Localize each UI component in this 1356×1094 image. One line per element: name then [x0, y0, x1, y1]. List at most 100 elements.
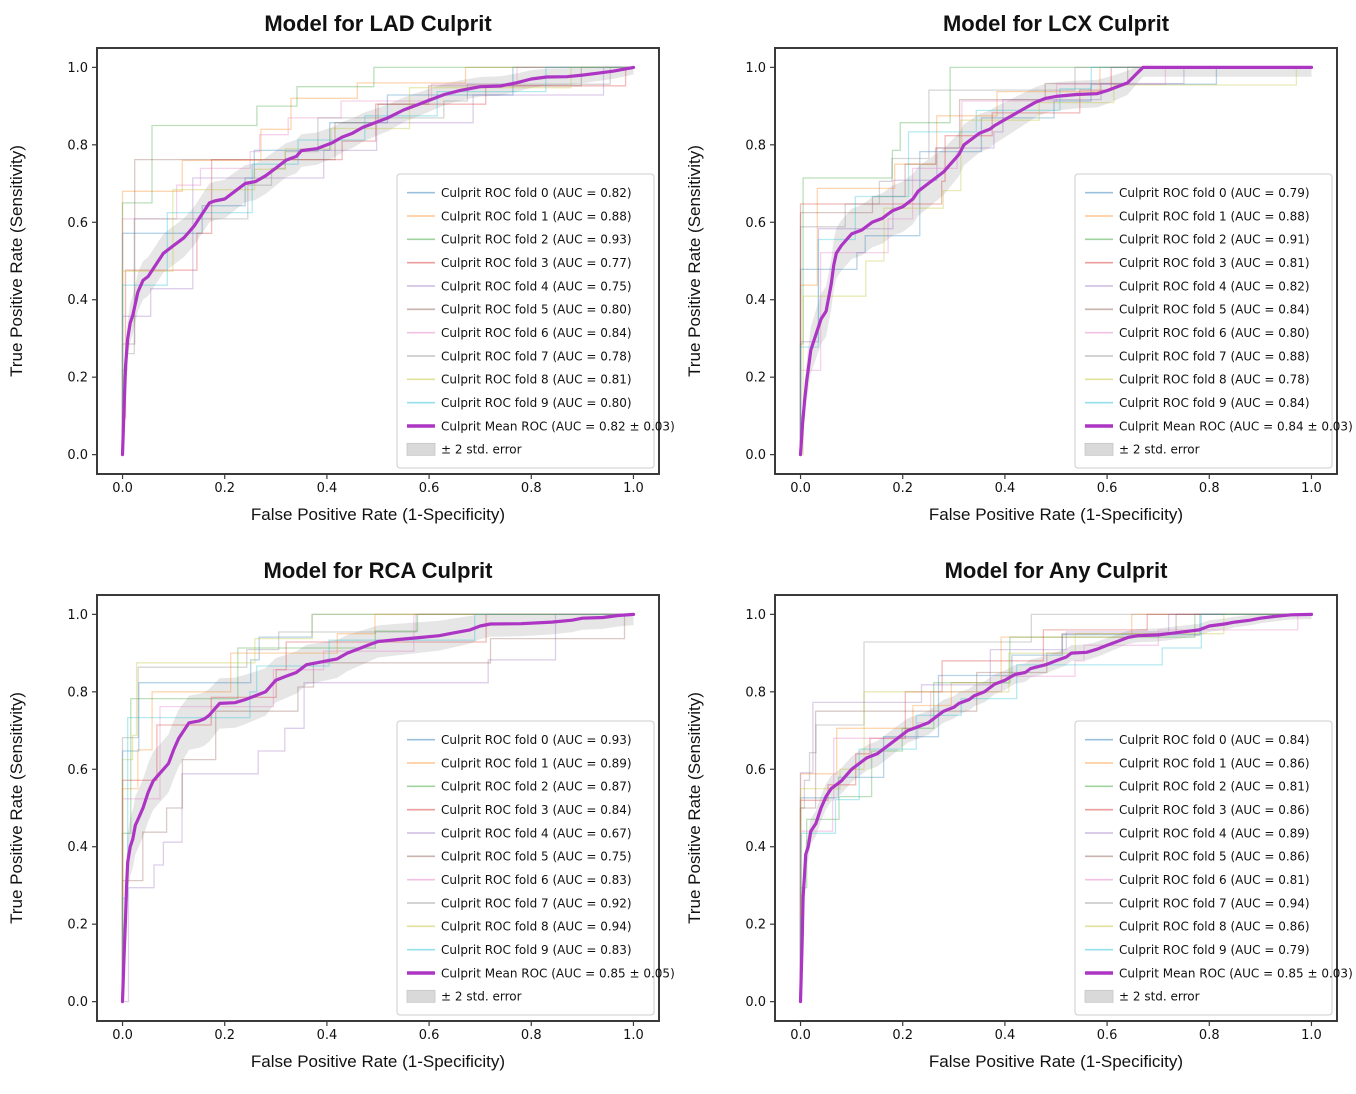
legend: Culprit ROC fold 0 (AUC = 0.82) Culprit R…	[396, 173, 675, 469]
x-axis-tick-label: 0.6	[1097, 1028, 1118, 1043]
legend-entry: Culprit ROC fold 9 (AUC = 0.79)	[1085, 943, 1310, 957]
fold-roc-curve-7	[799, 613, 1312, 1002]
y-axis-tick-label: 0.6	[745, 216, 766, 231]
legend-fold-label: Culprit ROC fold 2 (AUC = 0.81)	[1119, 780, 1310, 794]
fold-roc-curve-0	[799, 613, 1312, 1002]
legend-entry: Culprit ROC fold 1 (AUC = 0.89)	[407, 756, 632, 770]
legend-entry: Culprit Mean ROC (AUC = 0.84 ± 0.03)	[1085, 419, 1353, 433]
legend-band-label: ± 2 std. error	[1119, 443, 1200, 457]
legend-fold-label: Culprit ROC fold 7 (AUC = 0.78)	[441, 349, 632, 363]
fold-roc-curve-4	[121, 66, 634, 455]
legend-fold-label: Culprit ROC fold 6 (AUC = 0.84)	[441, 326, 632, 340]
x-axis-tick-label: 0.0	[790, 481, 811, 496]
legend-fold-label: Culprit ROC fold 3 (AUC = 0.84)	[441, 803, 632, 817]
y-axis-tick-label: 0.6	[67, 763, 88, 778]
legend-fold-label: Culprit ROC fold 1 (AUC = 0.88)	[1119, 209, 1310, 223]
legend-band-swatch	[1084, 989, 1114, 1003]
legend-entry: Culprit ROC fold 4 (AUC = 0.75)	[407, 279, 632, 293]
legend-box	[1074, 173, 1333, 469]
legend-entry: Culprit ROC fold 2 (AUC = 0.81)	[1085, 780, 1310, 794]
x-axis-label: False Positive Rate (1-Specificity)	[251, 505, 505, 524]
x-axis-tick-label: 0.4	[995, 1028, 1016, 1043]
legend-entry: Culprit ROC fold 1 (AUC = 0.86)	[1085, 756, 1310, 770]
mean-roc-curve	[798, 65, 1314, 457]
y-axis-tick-label: 1.0	[67, 608, 88, 623]
x-axis-tick-label: 1.0	[1301, 481, 1322, 496]
x-axis-tick-label: 0.4	[995, 481, 1016, 496]
fold-roc-curve-9	[121, 613, 634, 1002]
legend-entry: Culprit ROC fold 0 (AUC = 0.79)	[1085, 186, 1310, 200]
x-axis-tick-label: 1.0	[623, 1028, 644, 1043]
legend-mean-label: Culprit Mean ROC (AUC = 0.84 ± 0.03)	[1119, 419, 1353, 433]
legend-fold-label: Culprit ROC fold 1 (AUC = 0.89)	[441, 756, 632, 770]
roc-panel-lad: 0.0 0.0 0.2 0.2 0.4 0.4 0.6 0.6 0.8 0.8 1.0 1.0 Mode…	[0, 0, 678, 547]
legend-box	[1074, 720, 1333, 1016]
legend-entry: Culprit ROC fold 7 (AUC = 0.78)	[407, 349, 632, 363]
legend-fold-label: Culprit ROC fold 9 (AUC = 0.83)	[441, 943, 632, 957]
legend-fold-label: Culprit ROC fold 5 (AUC = 0.80)	[441, 303, 632, 317]
axes-spines	[774, 594, 1338, 1022]
x-axis-tick-label: 0.8	[1199, 481, 1220, 496]
std-error-band	[800, 614, 1312, 1002]
fold-roc-curve-7	[121, 613, 634, 1002]
legend-fold-label: Culprit ROC fold 3 (AUC = 0.81)	[1119, 256, 1310, 270]
y-axis-label: True Positive Rate (Sensitivity)	[7, 145, 26, 377]
roc-plot-lcx: 0.0 0.0 0.2 0.2 0.4 0.4 0.6 0.6 0.8 0.8 1.0 1.0 Mode…	[685, 11, 1353, 524]
legend-fold-label: Culprit ROC fold 9 (AUC = 0.80)	[441, 396, 632, 410]
y-axis-tick-label: 0.4	[745, 293, 766, 308]
y-axis-tick-label: 0.6	[745, 763, 766, 778]
legend-fold-label: Culprit ROC fold 8 (AUC = 0.94)	[441, 920, 632, 934]
y-axis-tick-label: 0.2	[67, 371, 88, 386]
legend-fold-label: Culprit ROC fold 6 (AUC = 0.83)	[441, 873, 632, 887]
fold-roc-curve-1	[799, 613, 1312, 1002]
legend-entry: Culprit ROC fold 8 (AUC = 0.81)	[407, 373, 632, 387]
legend-entry: Culprit ROC fold 4 (AUC = 0.67)	[407, 826, 632, 840]
legend-entry: Culprit ROC fold 5 (AUC = 0.86)	[1085, 850, 1310, 864]
axes-spines	[96, 47, 660, 475]
legend-fold-label: Culprit ROC fold 2 (AUC = 0.87)	[441, 780, 632, 794]
legend-entry: Culprit Mean ROC (AUC = 0.85 ± 0.03)	[1085, 966, 1353, 980]
y-axis-tick-label: 0.0	[745, 995, 766, 1010]
legend-band-swatch	[406, 989, 436, 1003]
x-axis-tick-label: 0.2	[892, 1028, 913, 1043]
legend-entry: Culprit ROC fold 9 (AUC = 0.83)	[407, 943, 632, 957]
legend-entry: ± 2 std. error	[406, 989, 522, 1004]
y-axis-label: True Positive Rate (Sensitivity)	[685, 145, 704, 377]
y-axis-tick-label: 1.0	[745, 61, 766, 76]
legend-entry: Culprit ROC fold 4 (AUC = 0.82)	[1085, 279, 1310, 293]
y-axis-tick-label: 0.6	[67, 216, 88, 231]
x-axis-tick-label: 0.0	[112, 481, 133, 496]
legend-fold-label: Culprit ROC fold 6 (AUC = 0.80)	[1119, 326, 1310, 340]
fold-roc-curve-3	[799, 613, 1312, 1002]
legend-fold-label: Culprit ROC fold 0 (AUC = 0.84)	[1119, 733, 1310, 747]
x-axis-tick-label: 0.8	[521, 1028, 542, 1043]
y-axis-tick-label: 0.0	[67, 448, 88, 463]
legend-entry: Culprit ROC fold 6 (AUC = 0.83)	[407, 873, 632, 887]
legend-mean-label: Culprit Mean ROC (AUC = 0.85 ± 0.05)	[441, 966, 675, 980]
x-axis-tick-label: 0.0	[790, 1028, 811, 1043]
legend-fold-label: Culprit ROC fold 2 (AUC = 0.91)	[1119, 233, 1310, 247]
y-axis-tick-label: 0.2	[67, 918, 88, 933]
legend-mean-label: Culprit Mean ROC (AUC = 0.82 ± 0.03)	[441, 419, 675, 433]
x-axis-label: False Positive Rate (1-Specificity)	[929, 505, 1183, 524]
legend-fold-label: Culprit ROC fold 3 (AUC = 0.86)	[1119, 803, 1310, 817]
legend-entry: Culprit ROC fold 1 (AUC = 0.88)	[407, 209, 632, 223]
fold-roc-curve-3	[121, 613, 634, 1002]
legend-entry: Culprit ROC fold 2 (AUC = 0.91)	[1085, 233, 1310, 247]
y-axis-tick-label: 0.8	[745, 685, 766, 700]
fold-roc-curve-0	[121, 66, 634, 455]
legend-entry: Culprit ROC fold 5 (AUC = 0.84)	[1085, 303, 1310, 317]
legend-fold-label: Culprit ROC fold 7 (AUC = 0.94)	[1119, 896, 1310, 910]
legend-entry: Culprit ROC fold 6 (AUC = 0.80)	[1085, 326, 1310, 340]
x-axis-label: False Positive Rate (1-Specificity)	[929, 1052, 1183, 1071]
legend-entry: ± 2 std. error	[1084, 443, 1200, 457]
legend-entry: Culprit ROC fold 0 (AUC = 0.82)	[407, 186, 632, 200]
legend-entry: Culprit ROC fold 5 (AUC = 0.75)	[407, 850, 632, 864]
legend-entry: ± 2 std. error	[1084, 989, 1200, 1004]
axes-spines	[774, 47, 1338, 475]
legend-mean-label: Culprit Mean ROC (AUC = 0.85 ± 0.03)	[1119, 966, 1353, 980]
legend-entry: Culprit ROC fold 8 (AUC = 0.94)	[407, 920, 632, 934]
fold-roc-curve-5	[121, 613, 634, 1002]
legend-fold-label: Culprit ROC fold 1 (AUC = 0.86)	[1119, 756, 1310, 770]
fold-roc-curve-3	[121, 66, 634, 455]
